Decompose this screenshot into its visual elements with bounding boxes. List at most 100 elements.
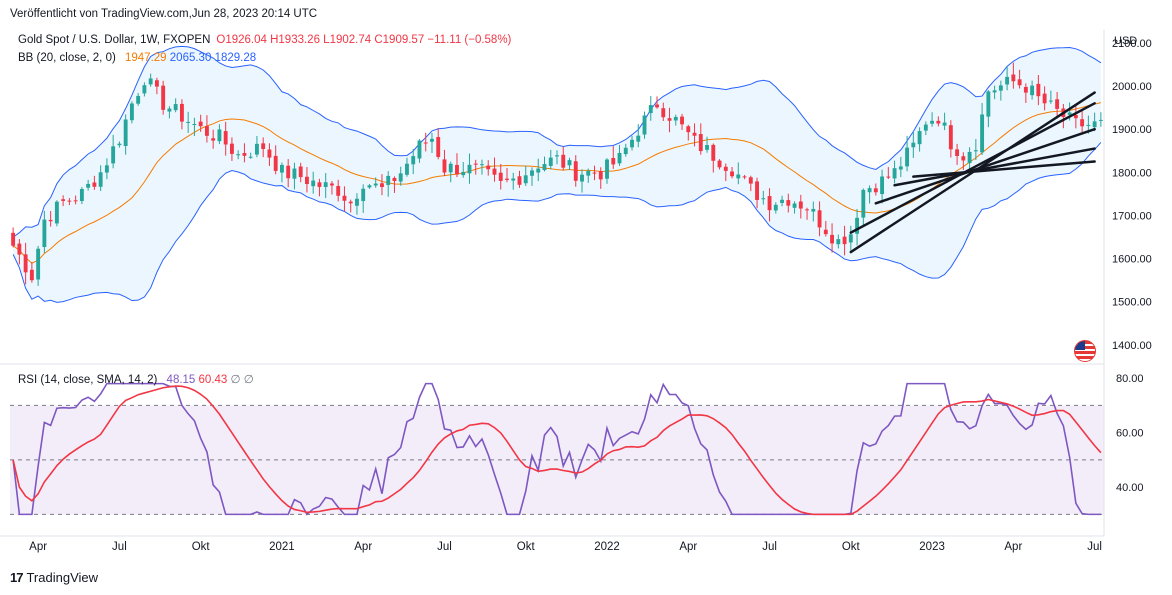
candle bbox=[348, 199, 353, 213]
candle bbox=[980, 102, 985, 156]
candle-body bbox=[948, 125, 953, 150]
ohlc-high: H1933.26 bbox=[270, 34, 320, 46]
us-flag-icon[interactable] bbox=[1074, 340, 1096, 362]
candle-body bbox=[811, 208, 816, 212]
candle bbox=[767, 188, 772, 222]
candle-body bbox=[117, 143, 122, 146]
candle bbox=[536, 158, 541, 182]
trendlines bbox=[849, 91, 1096, 254]
candle-body bbox=[298, 166, 303, 178]
candle-body bbox=[148, 78, 153, 85]
candle-body bbox=[692, 132, 697, 136]
rsi-tick-label: 40.00 bbox=[1116, 482, 1144, 494]
candle-body bbox=[1048, 100, 1053, 102]
candle-body bbox=[667, 118, 672, 121]
candle bbox=[223, 121, 228, 156]
candle bbox=[330, 181, 334, 195]
candle bbox=[1030, 80, 1035, 100]
candle bbox=[298, 162, 303, 183]
candle bbox=[723, 163, 728, 182]
tradingview-logo[interactable]: 17 TradingView bbox=[10, 570, 98, 585]
candle bbox=[192, 117, 197, 136]
candle bbox=[573, 155, 578, 187]
candle-body bbox=[17, 243, 22, 255]
candle bbox=[811, 201, 816, 222]
candle bbox=[1005, 66, 1010, 91]
candle-body bbox=[311, 180, 316, 187]
candle bbox=[98, 165, 103, 192]
candle-body bbox=[111, 146, 116, 164]
candle bbox=[48, 210, 53, 227]
candle bbox=[786, 193, 791, 213]
candle-body bbox=[636, 135, 641, 142]
candle bbox=[667, 107, 672, 133]
candle bbox=[955, 143, 960, 165]
symbol-title[interactable]: Gold Spot / U.S. Dollar, 1W, FXOPEN bbox=[18, 34, 211, 46]
candle bbox=[23, 242, 28, 285]
candle bbox=[742, 174, 747, 180]
candle-body bbox=[930, 120, 935, 124]
candle-body bbox=[430, 138, 434, 142]
candle-body bbox=[330, 183, 334, 186]
candle-body bbox=[292, 168, 297, 179]
candle bbox=[898, 156, 903, 178]
candle-body bbox=[730, 171, 734, 177]
candle bbox=[942, 112, 947, 131]
candle-body bbox=[411, 156, 416, 165]
candle bbox=[930, 112, 935, 127]
candle bbox=[204, 115, 209, 143]
candle-body bbox=[23, 254, 28, 273]
candle-body bbox=[611, 158, 616, 165]
price-tick-label: 1500.00 bbox=[1112, 297, 1152, 309]
candle bbox=[505, 167, 509, 183]
price-tick-label: 1800.00 bbox=[1112, 167, 1152, 179]
candle-body bbox=[248, 156, 253, 158]
candle-body bbox=[279, 164, 284, 173]
candle bbox=[248, 152, 253, 159]
candle bbox=[367, 184, 372, 189]
candle-body bbox=[711, 144, 716, 161]
bb-lower-value: 1829.28 bbox=[214, 52, 257, 64]
candle bbox=[661, 102, 666, 121]
candle bbox=[761, 190, 766, 205]
candle-body bbox=[161, 85, 166, 110]
price-tick-label: 1700.00 bbox=[1112, 210, 1152, 222]
candle-body bbox=[898, 166, 903, 170]
candle-body bbox=[817, 210, 822, 228]
candle-body bbox=[967, 151, 972, 164]
candle-body bbox=[617, 152, 622, 164]
candle-body bbox=[792, 203, 797, 208]
published-note: Veröffentlicht von TradingView.com,Jun 2… bbox=[10, 8, 318, 20]
ohlc-close: C1909.57 bbox=[374, 34, 425, 46]
candle-body bbox=[748, 177, 753, 184]
candle-body bbox=[92, 182, 97, 187]
rsi-pane bbox=[0, 363, 1104, 516]
time-tick-label: Okt bbox=[192, 541, 211, 553]
candle bbox=[305, 167, 309, 193]
bb-label[interactable]: BB (20, close, 2, 0) bbox=[18, 52, 116, 64]
candle-body bbox=[355, 198, 359, 206]
candle bbox=[417, 139, 422, 163]
candle-body bbox=[1005, 76, 1010, 85]
candle bbox=[11, 227, 16, 248]
candle bbox=[936, 116, 941, 127]
candle bbox=[380, 174, 384, 196]
candle bbox=[67, 198, 72, 206]
candle-body bbox=[773, 204, 778, 211]
candle bbox=[855, 208, 860, 246]
rsi-label[interactable]: RSI (14, close, SMA, 14, 2) bbox=[18, 374, 158, 386]
candle bbox=[486, 160, 491, 176]
candle bbox=[992, 85, 997, 100]
candle bbox=[561, 146, 566, 171]
candle-body bbox=[861, 189, 866, 218]
candle bbox=[830, 223, 835, 253]
candle-body bbox=[605, 159, 609, 179]
candle-body bbox=[805, 209, 809, 211]
candle bbox=[373, 177, 378, 188]
candle-body bbox=[229, 143, 234, 154]
symbol-legend: Gold Spot / U.S. Dollar, 1W, FXOPEN O1926… bbox=[18, 34, 511, 46]
candle-body bbox=[717, 160, 722, 168]
candle bbox=[323, 173, 328, 199]
candle bbox=[555, 150, 559, 165]
